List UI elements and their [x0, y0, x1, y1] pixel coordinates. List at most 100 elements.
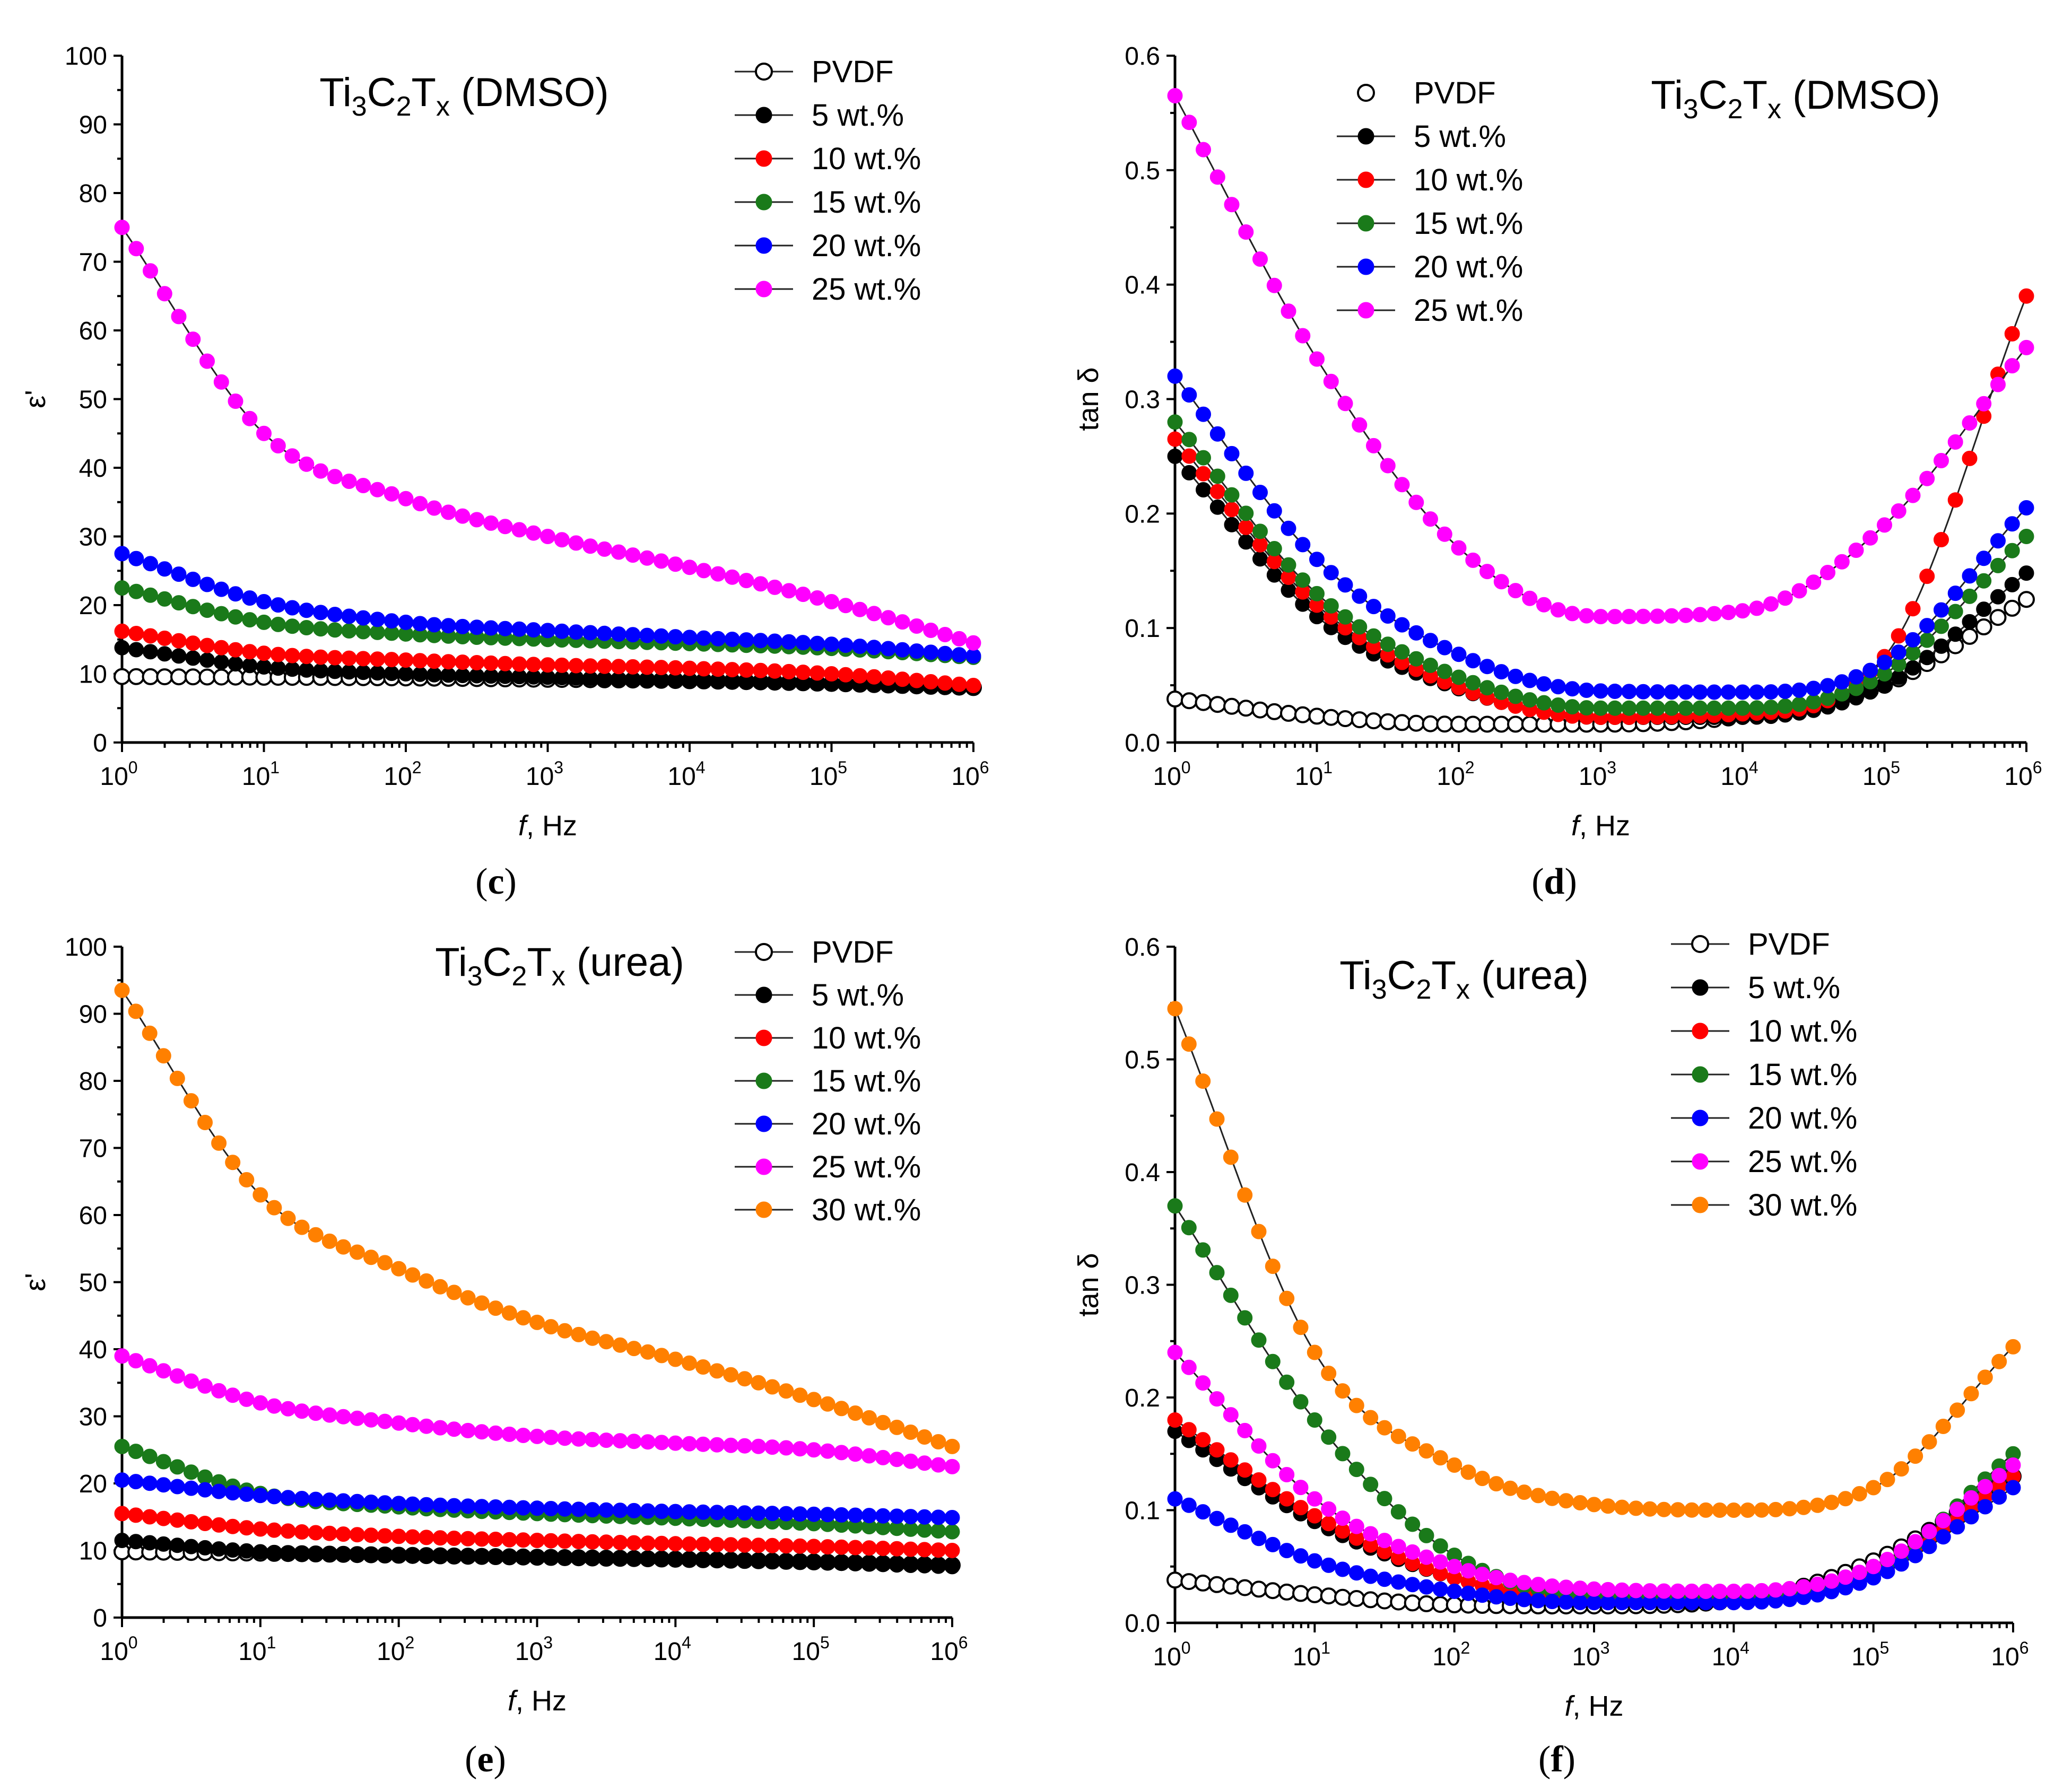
data-point — [695, 1552, 711, 1568]
data-point — [1195, 1375, 1211, 1391]
data-point — [474, 1499, 490, 1515]
data-point — [1550, 602, 1566, 618]
data-point — [1377, 1420, 1392, 1436]
data-point — [1380, 608, 1396, 624]
data-point — [568, 624, 584, 640]
data-point — [1600, 1498, 1616, 1514]
data-point — [737, 1505, 753, 1521]
data-point — [405, 1417, 421, 1432]
data-point — [681, 1552, 697, 1568]
data-point — [1351, 711, 1368, 729]
data-point — [142, 668, 159, 685]
data-point — [1293, 1548, 1309, 1564]
y-tick-label: 40 — [79, 455, 107, 483]
data-point — [446, 1531, 462, 1546]
data-point — [930, 1457, 946, 1473]
data-point — [543, 1533, 559, 1549]
data-point — [1436, 715, 1453, 733]
data-point — [944, 1543, 960, 1558]
data-point — [1181, 1497, 1197, 1513]
data-point — [419, 1497, 434, 1513]
data-point — [861, 1508, 877, 1524]
legend-marker — [1357, 84, 1375, 102]
y-tick-label: 40 — [79, 1336, 107, 1364]
data-point — [866, 640, 882, 656]
data-point — [709, 1553, 725, 1569]
legend-marker — [755, 943, 773, 961]
data-point — [764, 1379, 780, 1395]
y-tick-label: 60 — [79, 1202, 107, 1230]
data-point — [2018, 288, 2034, 304]
data-point — [299, 602, 315, 618]
data-point — [1423, 633, 1438, 649]
data-point — [1763, 700, 1779, 715]
data-point — [598, 1334, 614, 1350]
data-point — [820, 1539, 835, 1555]
data-point — [1181, 1359, 1197, 1375]
data-point — [171, 633, 187, 649]
data-point — [1522, 692, 1538, 708]
data-point — [767, 633, 782, 649]
data-point — [460, 1498, 476, 1514]
data-point — [778, 1538, 794, 1554]
data-point — [568, 535, 584, 551]
data-point — [128, 551, 144, 566]
data-point — [1405, 1577, 1421, 1593]
data-point — [377, 1548, 393, 1563]
data-point — [937, 645, 953, 661]
data-point — [412, 616, 428, 632]
panel-letter: (d) — [1531, 861, 1577, 902]
data-point — [1791, 696, 1807, 712]
data-point — [682, 560, 698, 575]
data-point — [1698, 1502, 1714, 1518]
data-point — [1564, 699, 1580, 715]
data-point — [155, 1363, 171, 1379]
panel-letter: (c) — [475, 861, 517, 902]
data-point — [1465, 675, 1481, 691]
legend-label: 30 wt.% — [812, 1193, 921, 1227]
data-point — [1621, 684, 1637, 700]
y-tick-label: 10 — [79, 1537, 107, 1566]
data-point — [1252, 551, 1268, 567]
data-point — [405, 1548, 421, 1564]
data-point — [1423, 511, 1438, 527]
data-point — [327, 607, 343, 623]
data-point — [1208, 1576, 1225, 1593]
data-point — [1635, 700, 1651, 716]
data-point — [917, 1542, 933, 1558]
data-point — [1181, 1036, 1197, 1052]
legend-marker — [755, 194, 772, 211]
data-point — [1478, 715, 1496, 733]
data-point — [1796, 1579, 1812, 1595]
data-point — [861, 1556, 877, 1572]
data-point — [1621, 700, 1637, 716]
legend-label: 5 wt.% — [1748, 971, 1840, 1005]
data-point — [571, 1326, 587, 1342]
data-point — [1990, 557, 2006, 573]
data-point — [515, 1310, 531, 1326]
data-point — [2018, 591, 2035, 608]
data-point — [501, 1305, 517, 1321]
data-point — [1684, 1583, 1700, 1599]
data-point — [1635, 684, 1651, 700]
data-point — [270, 646, 286, 662]
data-point — [917, 1509, 933, 1525]
data-point — [1265, 1536, 1281, 1552]
data-point — [1251, 1438, 1267, 1454]
data-point — [792, 1538, 808, 1554]
data-point — [213, 581, 229, 597]
data-point — [391, 1548, 407, 1564]
data-point — [1522, 590, 1538, 606]
data-point — [1586, 1497, 1602, 1513]
data-point — [1893, 1543, 1909, 1559]
data-point — [114, 982, 130, 998]
data-point — [1607, 684, 1623, 699]
data-point — [432, 1549, 448, 1565]
data-point — [582, 538, 598, 554]
data-point — [114, 1438, 130, 1454]
data-point — [2005, 1339, 2021, 1355]
data-point — [737, 1438, 753, 1454]
data-point — [1377, 1491, 1392, 1507]
data-point — [1851, 1486, 1867, 1501]
data-point — [1418, 1595, 1435, 1612]
